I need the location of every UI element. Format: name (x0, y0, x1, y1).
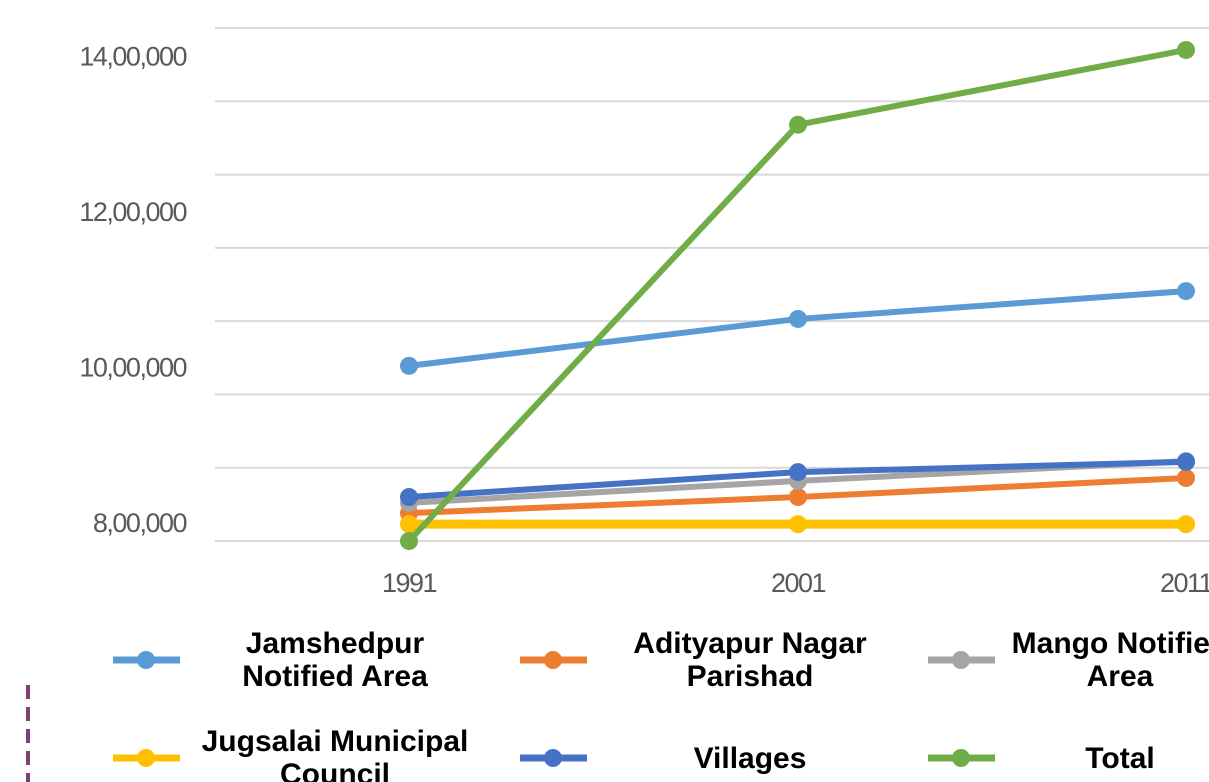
data-point (400, 356, 418, 375)
data-point (789, 488, 807, 507)
legend-label: Jugsalai Municipal Council (201, 725, 469, 782)
legend-swatch-marker (544, 749, 562, 767)
legend-swatch-marker (137, 749, 155, 767)
x-tick-label: 2001 (771, 568, 826, 598)
data-point (1177, 40, 1195, 59)
y-tick-label: 10,00,000 (79, 353, 186, 383)
data-point (789, 309, 807, 328)
x-tick-label: 1991 (382, 568, 437, 598)
y-tick-label: 12,00,000 (79, 197, 186, 227)
legend-label: Jamshedpur Notified Area (242, 627, 428, 693)
data-point (789, 515, 807, 534)
data-point (1177, 515, 1195, 534)
series-line (408, 288, 1187, 369)
legend-swatch-marker (544, 651, 562, 669)
legend-swatch-marker (952, 749, 970, 767)
legend-label: Adityapur Nagar Parishad (633, 627, 867, 693)
legend-swatch-marker (952, 651, 970, 669)
data-point (400, 532, 418, 550)
legend-swatch-marker (137, 651, 155, 669)
data-point (1177, 468, 1195, 487)
y-tick-label: 8,00,000 (93, 508, 187, 538)
data-point (789, 463, 807, 482)
data-point (1177, 452, 1195, 471)
data-point (1177, 282, 1195, 301)
legend-label: Mango Notified Area (1011, 627, 1209, 693)
x-tick-label: 2011 (1160, 568, 1209, 598)
data-point (400, 488, 418, 507)
data-point (400, 515, 418, 534)
legend-label: Total (1085, 742, 1155, 775)
legend-label: Villages (693, 742, 807, 775)
data-point (789, 115, 807, 134)
y-tick-label: 14,00,000 (79, 41, 186, 71)
